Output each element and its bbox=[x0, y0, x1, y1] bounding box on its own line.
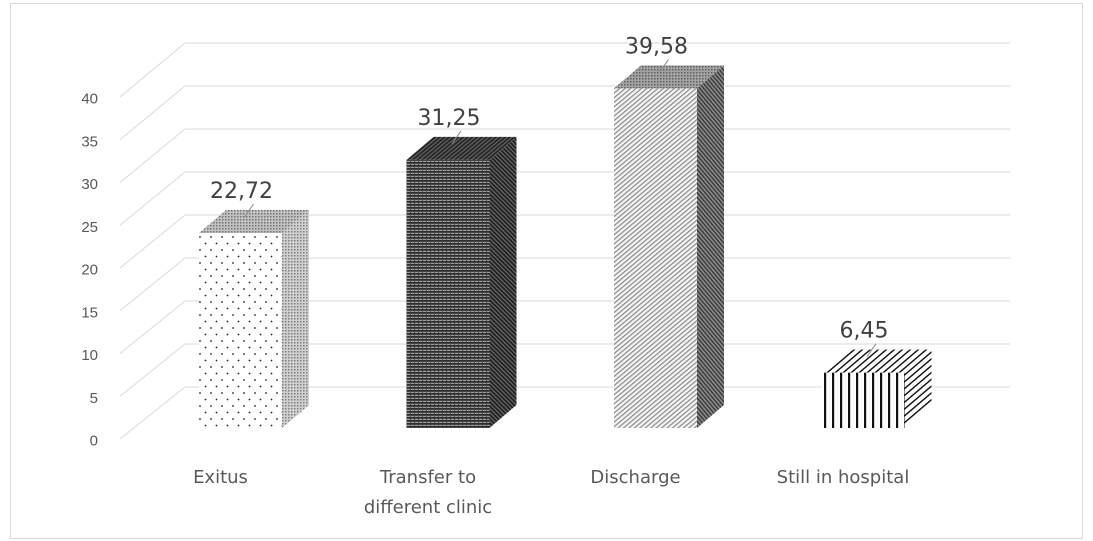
bar-side-face bbox=[489, 136, 517, 428]
gridline-side-wall bbox=[119, 343, 186, 397]
gridline-side-wall bbox=[119, 42, 186, 98]
y-tick-label: 30 bbox=[81, 176, 98, 193]
category-label: Exitus bbox=[193, 467, 248, 488]
bar bbox=[821, 349, 932, 428]
y-tick-label: 35 bbox=[81, 133, 98, 150]
y-tick-label: 20 bbox=[81, 262, 98, 279]
bar-top-face bbox=[821, 349, 932, 373]
bar bbox=[406, 136, 517, 428]
gridline-side-wall bbox=[119, 128, 186, 183]
y-tick-label: 25 bbox=[81, 219, 98, 236]
data-label: 31,25 bbox=[418, 106, 481, 131]
bar-front-face bbox=[406, 159, 490, 428]
data-label-leader bbox=[659, 59, 669, 73]
data-label-leader bbox=[451, 130, 462, 145]
bar-top-face bbox=[406, 136, 517, 160]
data-label: 22,72 bbox=[210, 179, 273, 204]
gridline-side-wall bbox=[119, 171, 186, 226]
category-label: Discharge bbox=[590, 467, 681, 488]
bar bbox=[614, 65, 724, 429]
bar-top-face bbox=[199, 210, 309, 234]
y-axis-tick-labels: 0 5 10 15 20 25 30 35 40 bbox=[81, 91, 98, 450]
gridline-side-wall bbox=[119, 214, 186, 269]
data-label: 39,58 bbox=[625, 34, 688, 59]
y-tick-label: 40 bbox=[81, 91, 98, 108]
bars bbox=[199, 65, 932, 429]
bar-front-face bbox=[821, 372, 905, 428]
bar-top-face bbox=[614, 65, 724, 89]
y-tick-label: 0 bbox=[90, 433, 98, 450]
category-label: Still in hospital bbox=[776, 467, 910, 488]
bar-side-face bbox=[697, 65, 724, 429]
y-tick-label: 10 bbox=[81, 347, 98, 364]
gridline-side-wall bbox=[119, 300, 186, 354]
data-label: 6,45 bbox=[840, 319, 889, 344]
gridline-side-wall bbox=[119, 257, 186, 312]
bar-front-face bbox=[199, 233, 282, 428]
y-tick-label: 15 bbox=[81, 304, 98, 321]
bar bbox=[199, 210, 309, 428]
gridline-side-wall bbox=[119, 85, 186, 141]
data-labels: 22,72 31,25 39,58 6,45 bbox=[210, 34, 889, 357]
bar-side-face bbox=[904, 349, 932, 428]
bar-side-face bbox=[282, 210, 309, 428]
data-label-leader bbox=[244, 203, 254, 218]
category-label: Transfer to different clinic bbox=[363, 467, 493, 518]
gridlines bbox=[119, 42, 1010, 440]
data-label-leader bbox=[866, 343, 877, 357]
gridline-side-wall bbox=[119, 386, 186, 440]
y-tick-label: 5 bbox=[90, 390, 98, 407]
chart-border bbox=[10, 3, 1083, 539]
bar-front-face bbox=[614, 88, 697, 429]
